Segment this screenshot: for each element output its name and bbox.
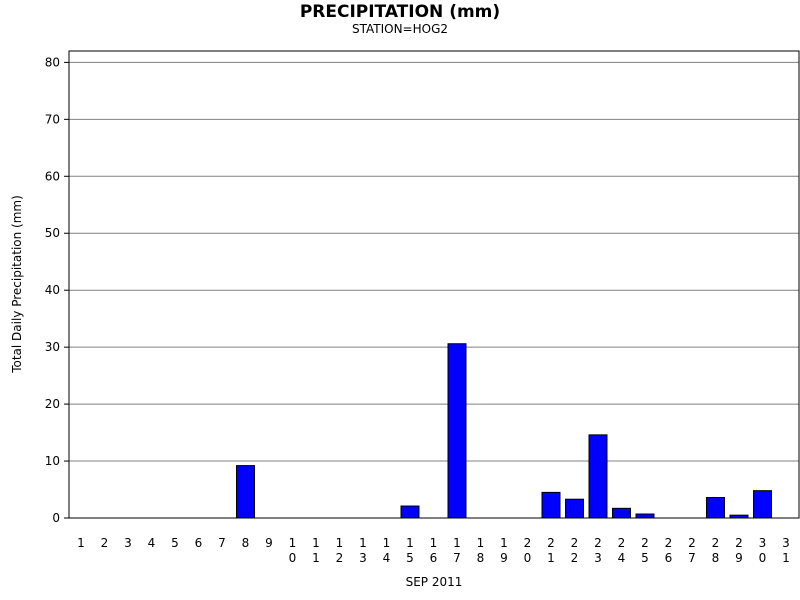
- x-tick-label: 1: [453, 536, 461, 550]
- y-tick-label: 20: [45, 397, 60, 411]
- y-axis-ticks: 0 10 20 30 40 50 60 70 80: [45, 55, 69, 525]
- x-tick-label: 2: [547, 536, 555, 550]
- x-tick-label: 1: [312, 551, 320, 565]
- x-tick-label: 2: [688, 536, 696, 550]
- y-tick-label: 70: [45, 112, 60, 126]
- x-tick-label: 2: [571, 536, 579, 550]
- x-tick-label: 0: [524, 551, 532, 565]
- x-tick-label: 7: [453, 551, 461, 565]
- x-tick-label: 2: [641, 536, 649, 550]
- bar-day-24: [612, 507, 631, 519]
- plot-frame: [68, 50, 800, 519]
- x-tick-label: 1: [312, 536, 320, 550]
- bar-day-23: [588, 434, 608, 519]
- x-tick-label: 0: [289, 551, 297, 565]
- x-tick-label: 3: [359, 551, 367, 565]
- x-tick-label: 1: [547, 551, 555, 565]
- x-tick-label: 7: [688, 551, 696, 565]
- x-tick-label: 0: [759, 551, 767, 565]
- x-tick-label: 4: [383, 551, 391, 565]
- bar-day-15: [400, 505, 420, 519]
- x-tick-label: 1: [336, 536, 344, 550]
- y-tick-label: 40: [45, 283, 60, 297]
- x-tick-label: 3: [759, 536, 767, 550]
- bar-day-17: [447, 343, 467, 519]
- x-axis-ticks: 1 2 3 4 5 6 7 8 9 1011121314151617181920212223242…: [77, 536, 790, 565]
- x-tick-label: 2: [101, 536, 109, 550]
- y-tick-label: 30: [45, 340, 60, 354]
- y-tick-label: 0: [52, 511, 60, 525]
- bar-day-28: [706, 496, 725, 519]
- chart-subtitle: STATION=HOG2: [351, 22, 449, 36]
- chart-title: PRECIPITATION (mm): [299, 2, 501, 22]
- x-axis-label: SEP 2011: [406, 575, 463, 589]
- x-tick-label: 6: [665, 551, 673, 565]
- bar-day-8: [236, 465, 255, 519]
- x-tick-label: 2: [336, 551, 344, 565]
- x-tick-label: 2: [571, 551, 579, 565]
- x-tick-label: 1: [430, 536, 438, 550]
- x-tick-label: 2: [594, 536, 602, 550]
- x-tick-label: 5: [406, 551, 414, 565]
- x-tick-label: 1: [477, 536, 485, 550]
- bar-day-22: [565, 498, 584, 519]
- x-tick-label: 2: [665, 536, 673, 550]
- bar-day-21: [541, 491, 561, 519]
- plot-area: [69, 51, 799, 518]
- x-tick-label: 1: [359, 536, 367, 550]
- x-tick-label: 6: [430, 551, 438, 565]
- x-tick-label: 5: [641, 551, 649, 565]
- x-tick-label: 2: [618, 536, 626, 550]
- x-tick-label: 1: [406, 536, 414, 550]
- y-tick-label: 60: [45, 169, 60, 183]
- x-tick-label: 3: [124, 536, 132, 550]
- x-tick-label: 1: [77, 536, 85, 550]
- y-tick-label: 10: [45, 454, 60, 468]
- x-tick-label: 8: [477, 551, 485, 565]
- x-tick-label: 5: [171, 536, 179, 550]
- y-axis-label: Total Daily Precipitation (mm): [10, 195, 24, 374]
- x-tick-label: 6: [195, 536, 203, 550]
- x-tick-label: 8: [712, 551, 720, 565]
- x-tick-label: 4: [618, 551, 626, 565]
- y-tick-label: 50: [45, 226, 60, 240]
- x-tick-label: 1: [383, 536, 391, 550]
- x-tick-label: 4: [148, 536, 156, 550]
- x-tick-label: 1: [289, 536, 297, 550]
- bar-day-25: [635, 513, 655, 519]
- x-tick-label: 9: [265, 536, 273, 550]
- y-tick-label: 80: [45, 55, 60, 69]
- x-tick-label: 7: [218, 536, 226, 550]
- x-tick-label: 8: [242, 536, 250, 550]
- x-tick-label: 9: [735, 551, 743, 565]
- bar-day-30: [753, 490, 772, 519]
- x-tick-label: 3: [594, 551, 602, 565]
- x-tick-label: 1: [500, 536, 508, 550]
- x-tick-label: 9: [500, 551, 508, 565]
- x-tick-label: 2: [712, 536, 720, 550]
- x-tick-label: 2: [524, 536, 532, 550]
- x-tick-label: 1: [782, 551, 790, 565]
- x-tick-label: 2: [735, 536, 743, 550]
- x-tick-label: 3: [782, 536, 790, 550]
- gridlines: [69, 61, 799, 462]
